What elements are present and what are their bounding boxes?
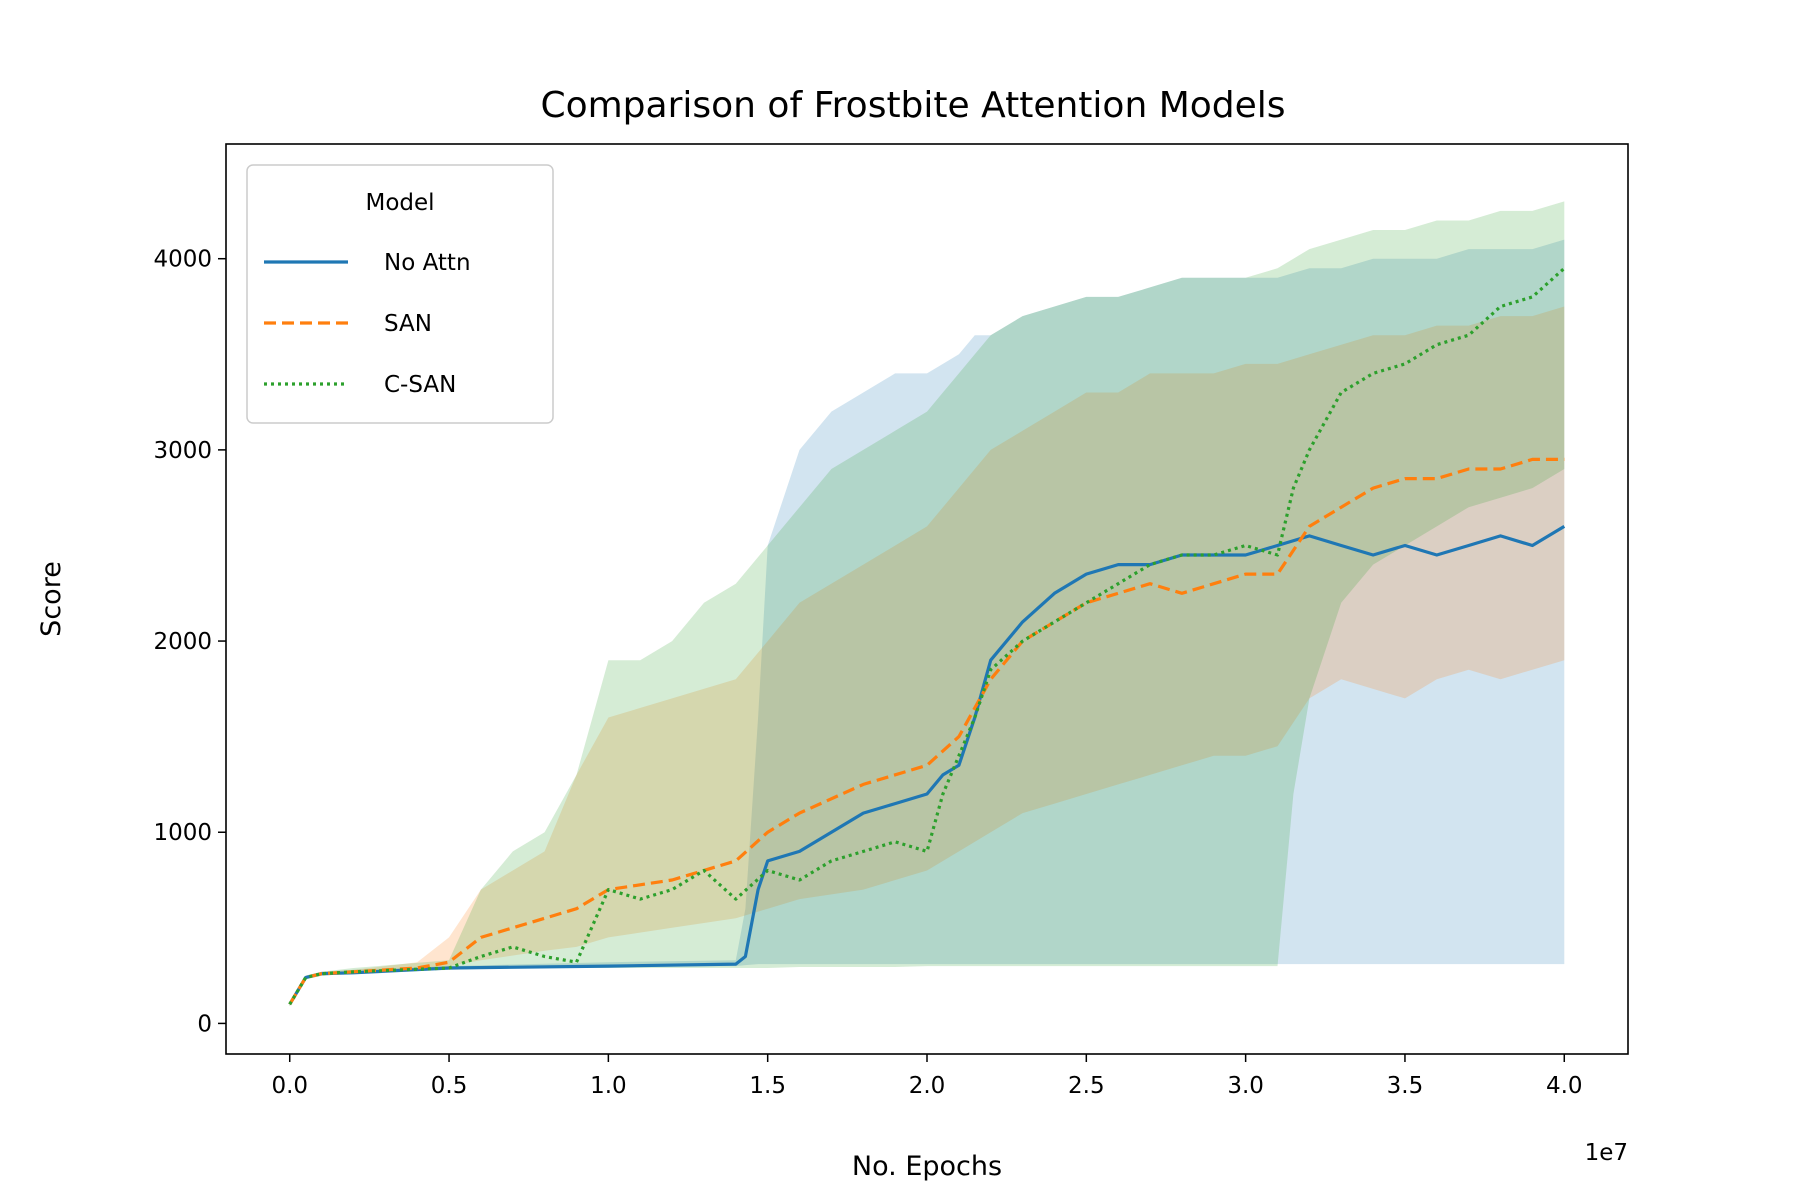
y-tick-label: 0	[197, 1011, 212, 1037]
band-san	[289, 306, 1565, 1007]
legend-label-san: SAN	[384, 311, 432, 337]
legend-entries: No Attn SAN C-SAN	[264, 250, 471, 398]
y-tick-label: 2000	[153, 629, 212, 655]
series-line-c-san	[288, 267, 1566, 1006]
x-tick-label: 1.5	[749, 1073, 786, 1099]
x-tick-label: 0.0	[271, 1073, 308, 1099]
x-axis-ticks: 0.0 0.5 1.0 1.5 2.0 2.5 3.0 3.5 4.0	[271, 1054, 1583, 1099]
series-line-san	[288, 457, 1565, 1006]
x-axis-offset-label: 1e7	[1585, 1140, 1628, 1166]
x-tick-label: 1.0	[590, 1073, 627, 1099]
x-tick-label: 4.0	[1546, 1073, 1583, 1099]
legend-title: Model	[365, 190, 434, 216]
band-c-san	[289, 201, 1565, 1007]
x-tick-label: 0.5	[431, 1073, 468, 1099]
x-tick-label: 3.5	[1387, 1073, 1424, 1099]
band-no-attn	[289, 239, 1565, 1007]
series-line-no-attn	[288, 525, 1566, 1006]
chart-title: Comparison of Frostbite Attention Models	[540, 85, 1285, 126]
y-tick-label: 3000	[153, 438, 212, 464]
x-tick-label: 3.0	[1227, 1073, 1264, 1099]
x-tick-label: 2.5	[1068, 1073, 1105, 1099]
series-lines	[288, 267, 1566, 1006]
y-axis-label: Score	[36, 561, 67, 637]
legend-label-no-attn: No Attn	[384, 250, 471, 276]
legend-label-c-san: C-SAN	[384, 372, 456, 398]
legend: Model No Attn SAN C-SAN	[246, 164, 554, 424]
x-tick-label: 2.0	[909, 1073, 946, 1099]
y-tick-label: 1000	[153, 820, 212, 846]
y-axis-ticks: 0 1000 2000 3000 4000	[153, 247, 226, 1037]
x-axis-label: No. Epochs	[852, 1151, 1002, 1182]
confidence-bands	[289, 201, 1565, 1007]
y-tick-label: 4000	[153, 247, 212, 273]
legend-box	[246, 164, 554, 424]
